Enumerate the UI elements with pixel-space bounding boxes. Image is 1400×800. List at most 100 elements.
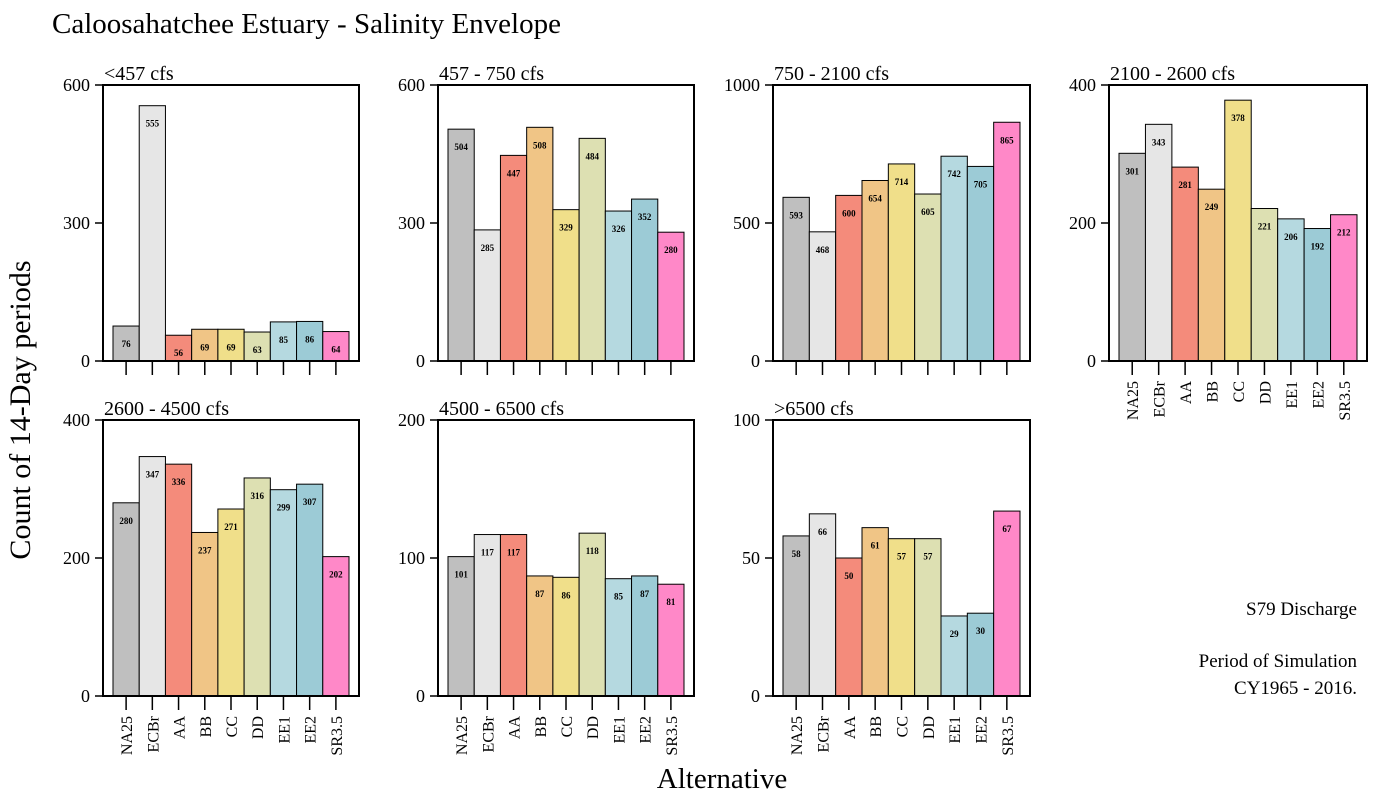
bar-value-label: 281	[1178, 180, 1192, 190]
bar	[1118, 152, 1146, 362]
bar	[138, 105, 166, 362]
x-tick-label: SR3.5	[1000, 716, 1017, 756]
x-tick-label: NA25	[789, 716, 806, 755]
bar-value-label: 347	[146, 470, 160, 480]
panel: 76 555 56 69 69 63 85 86 64 <457 cfs 0 300 600	[63, 63, 360, 375]
panel: 101 117 117 87 86 118 85 87 81 4500 - 6500 cfs 0 10…	[398, 398, 695, 756]
bar	[269, 489, 298, 697]
x-tick-label: NA25	[454, 716, 471, 755]
bar-value-label: 87	[535, 589, 545, 599]
x-tick-label: CC	[1231, 381, 1248, 402]
bar	[861, 527, 889, 697]
bar	[1224, 99, 1252, 362]
bar	[191, 531, 219, 697]
bar	[914, 538, 942, 697]
bar-value-label: 64	[331, 345, 341, 355]
note-line-2: Period of Simulation	[1199, 651, 1358, 672]
x-tick-label: EE2	[638, 716, 655, 744]
x-tick-label: SR3.5	[1337, 381, 1354, 421]
y-tick-label: 1000	[724, 75, 760, 95]
bar	[966, 612, 995, 697]
bar-value-label: 69	[227, 342, 237, 352]
panel: 280 347 336 237 271 316 299 307 202 2600 - 4500 c…	[63, 398, 360, 756]
bar	[993, 121, 1021, 362]
bar-value-label: 221	[1258, 222, 1272, 232]
bar	[657, 231, 685, 362]
panel-title: 2100 - 2600 cfs	[1110, 63, 1235, 85]
x-tick-label: CC	[224, 716, 241, 737]
panel-title: >6500 cfs	[774, 398, 854, 420]
bar-value-label: 504	[454, 142, 468, 152]
chart-title: Caloosahatchee Estuary - Salinity Envelo…	[52, 8, 561, 40]
bar	[447, 128, 475, 362]
x-axis-label: Alternative	[657, 763, 787, 795]
y-tick-label: 100	[398, 548, 425, 568]
bar	[578, 137, 606, 362]
x-tick-label: AA	[507, 716, 524, 740]
bar-value-label: 280	[119, 516, 133, 526]
x-tick-label: DD	[1257, 381, 1274, 404]
bar	[808, 513, 837, 697]
bar	[526, 126, 554, 362]
bar-value-label: 447	[507, 168, 521, 178]
bar	[499, 154, 528, 362]
x-tick-label: EE1	[276, 716, 293, 744]
y-tick-label: 200	[398, 410, 425, 430]
bar-value-label: 593	[789, 210, 803, 220]
bar-value-label: 67	[1002, 524, 1012, 534]
bar-value-label: 508	[533, 140, 547, 150]
bar	[552, 209, 580, 362]
x-tick-label: NA25	[1125, 381, 1142, 420]
panel: 593 468 600 654 714 605 742 705 865 750 - 2100 cf…	[724, 63, 1031, 375]
x-tick-label: BB	[1205, 381, 1222, 402]
bar	[966, 165, 995, 362]
bar-value-label: 81	[666, 597, 676, 607]
x-tick-label: EE1	[947, 716, 964, 744]
x-tick-label: EE1	[611, 716, 628, 744]
bar	[1197, 188, 1226, 362]
bar	[861, 179, 889, 362]
bar	[835, 194, 863, 362]
bar-value-label: 654	[868, 193, 882, 203]
bar-value-label: 192	[1311, 242, 1325, 252]
y-tick-label: 500	[733, 213, 760, 233]
bar	[112, 325, 140, 362]
y-tick-label: 50	[742, 548, 760, 568]
bar-value-label: 63	[253, 345, 263, 355]
bar-value-label: 714	[895, 177, 909, 187]
bar-value-label: 50	[844, 571, 854, 581]
bar-value-label: 329	[559, 223, 573, 233]
x-tick-label: AA	[1178, 381, 1195, 405]
y-tick-label: 0	[81, 686, 90, 706]
x-tick-label: NA25	[119, 716, 136, 755]
bar-value-label: 271	[224, 522, 238, 532]
y-tick-label: 0	[751, 351, 760, 371]
x-tick-label: ECBr	[480, 715, 497, 752]
bar-value-label: 299	[277, 503, 291, 513]
bar-value-label: 600	[842, 208, 856, 218]
note-line-1: S79 Discharge	[1246, 599, 1357, 620]
bar-value-label: 117	[481, 548, 495, 558]
bar-value-label: 86	[562, 590, 572, 600]
bar-value-label: 378	[1231, 113, 1245, 123]
y-tick-label: 300	[398, 213, 425, 233]
bar	[322, 556, 350, 697]
panel: 58 66 50 61 57 57 29 30 67 >6500 cfs 0 50 100 NA25 ECB…	[733, 398, 1031, 756]
y-tick-label: 200	[63, 548, 90, 568]
x-tick-label: CC	[895, 716, 912, 737]
x-tick-label: DD	[250, 716, 267, 739]
bar-value-label: 30	[976, 626, 986, 636]
bar	[993, 510, 1021, 697]
bar-value-label: 86	[305, 334, 315, 344]
panel-title: 2600 - 4500 cfs	[104, 398, 229, 420]
bar-value-label: 249	[1205, 202, 1219, 212]
note-line-3: CY1965 - 2016.	[1234, 678, 1357, 699]
y-tick-label: 0	[751, 686, 760, 706]
bar	[657, 583, 685, 697]
y-tick-label: 600	[398, 75, 425, 95]
bar-value-label: 206	[1284, 232, 1298, 242]
x-tick-label: BB	[868, 716, 885, 737]
bar-value-label: 212	[1337, 228, 1351, 238]
